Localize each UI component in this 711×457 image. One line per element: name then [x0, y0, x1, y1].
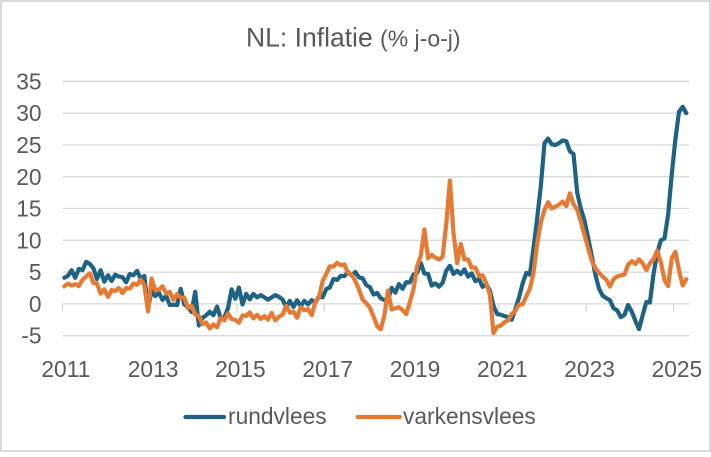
- svg-text:2021: 2021: [477, 356, 528, 382]
- svg-text:NL: Inflatie (% j-o-j): NL: Inflatie (% j-o-j): [246, 23, 461, 53]
- svg-text:-5: -5: [21, 323, 41, 349]
- svg-text:2015: 2015: [215, 356, 266, 382]
- svg-text:2011: 2011: [41, 356, 90, 382]
- svg-text:2017: 2017: [302, 356, 353, 382]
- svg-text:5: 5: [29, 259, 42, 285]
- svg-text:20: 20: [16, 164, 41, 190]
- svg-text:2023: 2023: [564, 356, 615, 382]
- svg-text:35: 35: [16, 68, 41, 94]
- svg-text:25: 25: [16, 132, 41, 158]
- svg-text:2025: 2025: [652, 356, 703, 382]
- svg-text:0: 0: [29, 291, 42, 317]
- svg-text:varkensvlees: varkensvlees: [403, 403, 536, 429]
- svg-text:10: 10: [16, 227, 41, 253]
- svg-text:15: 15: [16, 196, 41, 222]
- svg-text:30: 30: [16, 100, 41, 126]
- svg-text:2013: 2013: [128, 356, 179, 382]
- svg-text:rundvlees: rundvlees: [228, 403, 327, 429]
- svg-text:2019: 2019: [390, 356, 441, 382]
